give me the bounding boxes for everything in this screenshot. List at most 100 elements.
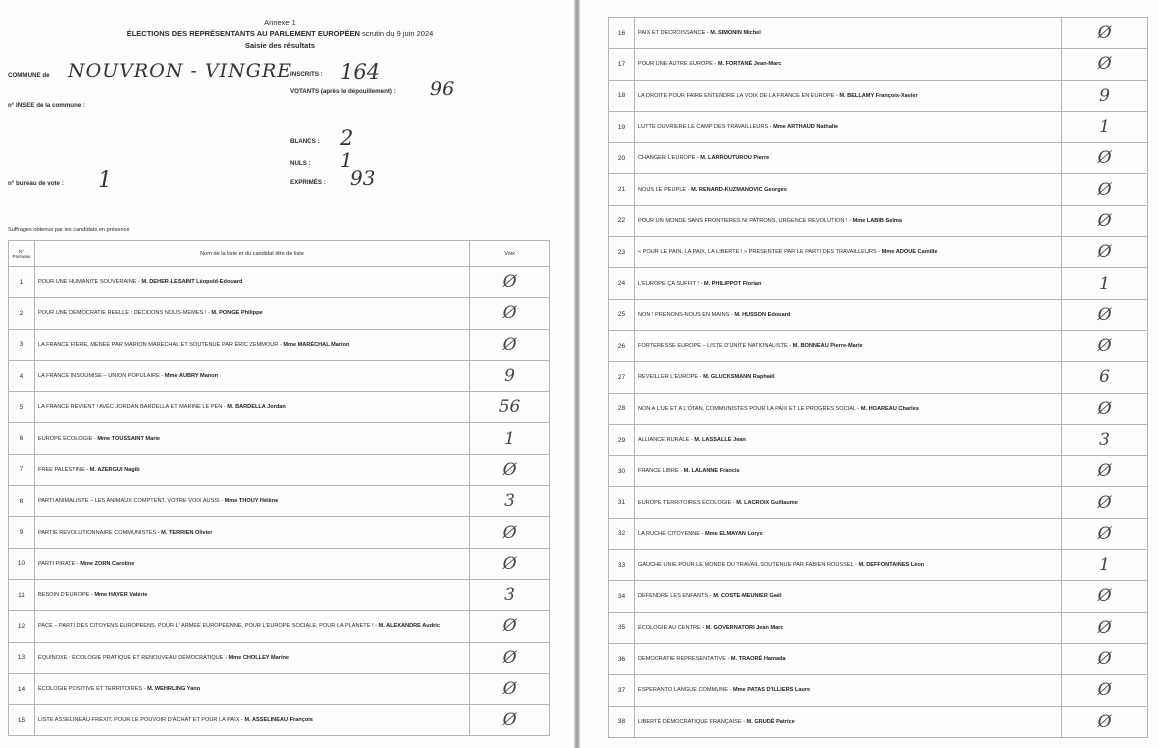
votes-value: Ø: [469, 547, 550, 580]
list-name-cell: EUROPE TERRITOIRES ÉCOLOGIE - M. LACROIX…: [633, 486, 1063, 519]
panel-number: 18: [608, 79, 635, 112]
candidate-name: Mme PATAS D'ILLIERS Laure: [732, 687, 811, 694]
candidate-name: Mme HAYER Valérie: [94, 592, 148, 599]
list-name-cell: PAIX ET DECROISSANCE - M. SIMONIN Michel: [633, 16, 1063, 50]
list-name: POUR UN MONDE SANS FRONTIERES NI PATRONS…: [637, 217, 853, 224]
panel-number: 20: [608, 142, 635, 175]
list-name: LA DROITE POUR FAIRE ENTENDRE LA VOIX DE…: [637, 92, 840, 99]
votes-value: Ø: [469, 704, 550, 737]
panel-number: 4: [8, 359, 35, 393]
list-name: POUR UNE HUMANITE SOUVERAINE -: [37, 279, 142, 286]
panel-number: 38: [608, 705, 635, 738]
table-row: 12 PACE – PARTI DES CITOYENS EUROPEENS, P…: [8, 610, 550, 643]
list-name: ECOLOGIE POSITIVE ET TERRITOIRES -: [37, 686, 148, 692]
panel-number: 33: [608, 549, 635, 582]
list-name-cell: POUR UNE AUTRE EUROPE - M. FORTANÉ Jean-…: [633, 48, 1063, 81]
panel-number: 14: [8, 672, 35, 706]
table-row: 1 POUR UNE HUMANITE SOUVERAINE - M. DEHER…: [8, 265, 550, 299]
list-name: NON A L'UE ET A L'OTAN, COMMUNISTES POUR…: [637, 405, 861, 412]
list-name-cell: PACE – PARTI DES CITOYENS EUROPEENS, POU…: [33, 610, 471, 643]
panel-number: 16: [608, 16, 635, 50]
list-name-cell: REVEILLER L'EUROPE - M. GLUCKSMANN Rapha…: [633, 361, 1063, 394]
title-text: ÉLECTIONS DES REPRÉSENTANTS AU PARLEMENT…: [126, 29, 360, 38]
table-row: 19 LUTTE OUVRIERE LE CAMP DES TRAVAILLEUR…: [608, 110, 1148, 144]
candidate-name: Mme TOUSSAINT Marie: [97, 435, 161, 442]
list-name-cell: LIBERTÉ DÉMOCRATIQUE FRANÇAISE - M. GRUD…: [633, 705, 1063, 738]
votes-value: 3: [469, 578, 550, 612]
panel-number: 9: [8, 516, 35, 549]
list-name: LISTE ASSELINEAU-FREXIT, POUR LE POUVOIR…: [37, 717, 245, 724]
list-name: ESPERANTO LANGUE COMMUNE -: [637, 687, 733, 694]
list-name: FORTERESSE EUROPE – LISTE D'UNITE NATION…: [637, 343, 793, 350]
votes-value: 9: [1061, 79, 1148, 112]
table-row: 27 REVEILLER L'EUROPE - M. GLUCKSMANN Rap…: [608, 361, 1148, 394]
candidate-name: M. HUSSON Edouard: [734, 311, 791, 318]
inscrits-value: 164: [340, 60, 381, 84]
table-row: 18 LA DROITE POUR FAIRE ENTENDRE LA VOIX …: [608, 79, 1148, 112]
list-name-cell: LA FRANCE REVIENT ! AVEC JORDAN BARDELLA…: [33, 391, 471, 424]
list-name: ALLIANCE RURALE -: [637, 437, 695, 443]
votes-value: 56: [469, 391, 550, 424]
candidate-name: M. DEHER-LESAINT Léopold-Edouard: [141, 279, 243, 286]
annex-label: Annexe 1: [264, 18, 296, 27]
panel-number: 17: [608, 48, 635, 81]
panel-number: 3: [8, 328, 35, 361]
panel-number: 24: [608, 267, 635, 300]
page-gutter: [574, 0, 580, 748]
commune-label: COMMUNE de: [8, 72, 50, 79]
panel-number: 35: [608, 611, 635, 644]
votes-value: Ø: [1061, 392, 1148, 425]
document-title: ÉLECTIONS DES REPRÉSENTANTS AU PARLEMENT…: [0, 29, 560, 38]
votes-value: Ø: [1061, 298, 1148, 331]
title-date: scrutin du 9 juin 2024: [362, 29, 434, 38]
votes-value: Ø: [1061, 674, 1148, 707]
candidate-name: M. GRUDÉ Patrice: [746, 718, 795, 725]
votes-value: 1: [1061, 267, 1148, 300]
candidate-name: Mme MARÉCHAL Marion: [283, 341, 350, 348]
candidate-name: Mme THOUY Hélène: [224, 498, 279, 505]
panel-number: 21: [608, 173, 635, 206]
table-row: 36 DEMOCRATIE REPRESENTATIVE - M. TRAORÉ …: [608, 642, 1148, 676]
votes-value: Ø: [1061, 16, 1148, 50]
list-name: DEFENDRE LES ENFANTS -: [637, 593, 714, 600]
candidate-name: M. ALEXANDRE Audric: [378, 623, 440, 630]
table-row: 32 LA RUCHE CITOYENNE - Mme ELMAYAN Lorys…: [608, 517, 1148, 551]
table-row: 13 ÉQUINOXE : ÉCOLOGIE PRATIQUE ET RENOUV…: [8, 641, 550, 674]
votes-value: Ø: [469, 328, 550, 361]
table-row: 30 FRANCE LIBRE - M. LALANNE Francis Ø: [608, 455, 1148, 488]
votes-value: 3: [469, 485, 550, 518]
list-name-cell: DEMOCRATIE REPRESENTATIVE - M. TRAORÉ Ha…: [633, 642, 1063, 676]
panel-number: 36: [608, 642, 635, 676]
table-caption: Suffrages obtenus par les candidats en p…: [8, 227, 130, 233]
votes-value: Ø: [1061, 705, 1148, 738]
votes-value: Ø: [469, 265, 550, 299]
votes-value: Ø: [1061, 486, 1148, 519]
candidate-name: M. RENARD-KUZMANOVIC Georges: [691, 186, 787, 193]
list-name: POUR UNE AUTRE EUROPE -: [637, 61, 718, 68]
list-name-cell: ÉQUINOXE : ÉCOLOGIE PRATIQUE ET RENOUVEA…: [33, 641, 471, 674]
list-name: EUROPE TERRITOIRES ÉCOLOGIE -: [637, 499, 737, 506]
table-row: 26 FORTERESSE EUROPE – LISTE D'UNITE NATI…: [608, 329, 1148, 363]
table-row: 11 BESOIN D'EUROPE - Mme HAYER Valérie 3: [8, 578, 550, 612]
candidate-name: M. GOVERNATORI Jean Marc: [705, 624, 784, 631]
panel-number: 6: [8, 422, 35, 455]
panel-number: 29: [608, 423, 635, 457]
list-name-cell: ECOLOGIE POSITIVE ET TERRITOIRES - M. WE…: [33, 672, 471, 706]
list-name: GAUCHE UNIE POUR LE MONDE DU TRAVAIL SOU…: [637, 562, 859, 569]
bureau-label: n° bureau de vote :: [8, 180, 64, 187]
table-row: 8 PARTI ANIMALISTE – LES ANIMAUX COMPTENT…: [8, 485, 550, 518]
candidate-name: M. FORTANÉ Jean-Marc: [717, 61, 782, 68]
candidate-name: M. BELLAMY François-Xavier: [839, 92, 918, 99]
candidate-name: M. TRAORÉ Hamada: [730, 656, 786, 663]
candidate-name: Mme AUBRY Manon: [164, 373, 219, 380]
list-name-cell: ÉCOLOGIE AU CENTRE - M. GOVERNATORI Jean…: [633, 611, 1063, 644]
table-row: 38 LIBERTÉ DÉMOCRATIQUE FRANÇAISE - M. GR…: [608, 705, 1148, 738]
list-name-cell: FREE PALESTINE - M. AZERGUI Nagib: [33, 453, 471, 487]
votes-value: Ø: [1061, 204, 1148, 238]
list-name-cell: PARTIE REVOLUTIONNAIRE COMMUNISTES - M. …: [33, 516, 471, 549]
votes-value: Ø: [469, 610, 550, 643]
list-name-cell: PARTI ANIMALISTE – LES ANIMAUX COMPTENT,…: [33, 485, 471, 518]
exprimes-value: 93: [350, 166, 376, 190]
list-name-cell: LISTE ASSELINEAU-FREXIT, POUR LE POUVOIR…: [33, 704, 471, 737]
candidate-name: Mme LABIB Selma: [852, 217, 902, 224]
